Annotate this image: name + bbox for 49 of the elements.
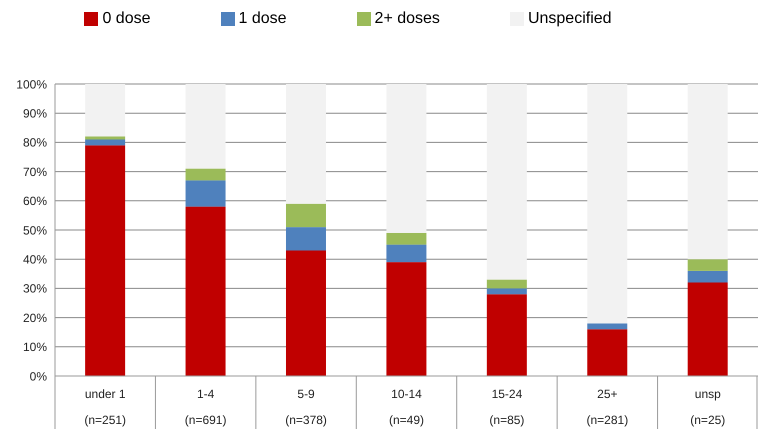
bar (286, 250, 326, 376)
x-tick-label: under 1 (n=251) (84, 387, 126, 427)
y-tick-label: 100% (16, 77, 48, 92)
x-tick-label: 25+ (n=281) (586, 387, 628, 427)
legend-label: Unspecified (528, 10, 612, 27)
bar (386, 262, 426, 376)
bar (186, 206, 226, 376)
bar (587, 84, 628, 324)
bar (587, 329, 628, 376)
y-tick-label: 30% (22, 282, 48, 296)
bar (186, 180, 226, 207)
y-tick-label: 20% (22, 310, 48, 325)
bar (587, 323, 628, 330)
y-tick-label: 10% (22, 340, 48, 354)
bar (688, 84, 728, 260)
x-tick-label: 1-4 (n=691) (184, 387, 226, 427)
bar (486, 294, 527, 376)
bar (386, 244, 426, 262)
bar (85, 84, 126, 137)
bar (286, 204, 326, 228)
x-tick-label: 15-24 (n=85) (489, 387, 524, 427)
y-tick-label: 60% (22, 194, 48, 208)
bar (186, 84, 226, 169)
bar (286, 227, 326, 250)
bar (486, 280, 527, 288)
y-tick-label: 40% (22, 252, 48, 266)
bar (486, 288, 527, 294)
bar (688, 259, 728, 271)
bar (286, 84, 326, 204)
y-tick-label: 70% (22, 164, 48, 179)
bar (85, 136, 126, 140)
bar (486, 84, 527, 280)
y-tick-label: 0% (30, 369, 48, 384)
bar (85, 145, 126, 376)
bar (186, 168, 226, 180)
bar (688, 282, 728, 376)
x-tick-label: unsp (n=25) (690, 387, 726, 427)
legend-label: 2+ doses (374, 10, 440, 27)
y-tick-label: 50% (22, 223, 48, 238)
x-tick-label: 10-14 (n=49) (388, 387, 424, 427)
bar (85, 139, 126, 146)
bar (386, 232, 426, 245)
bar (688, 270, 728, 283)
y-tick-label: 90% (22, 106, 48, 120)
bar (386, 84, 426, 233)
legend-label: 1 dose (238, 10, 287, 27)
y-tick-label: 80% (22, 136, 48, 150)
legend-label: 0 dose (102, 10, 150, 27)
x-tick-label: 5-9 (n=378) (285, 387, 327, 427)
